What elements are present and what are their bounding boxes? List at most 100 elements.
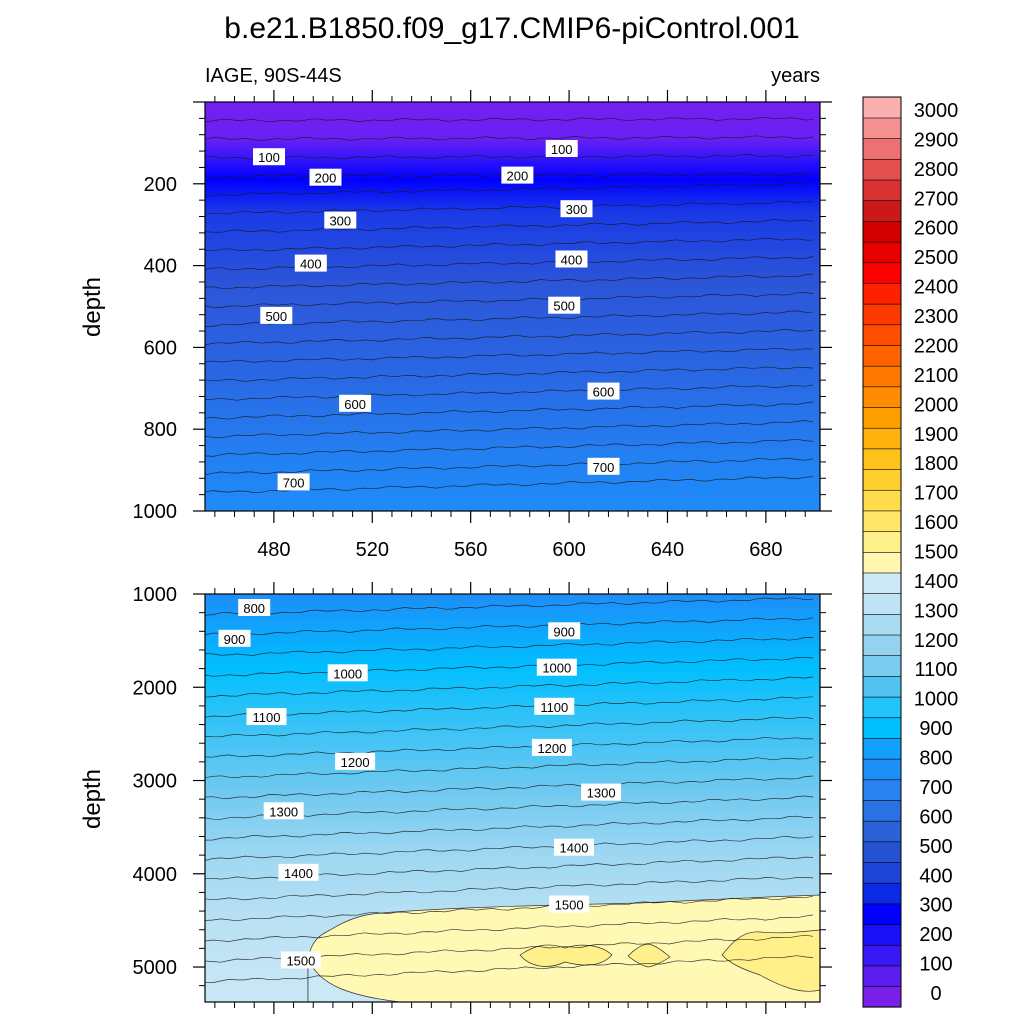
contour-line — [205, 617, 814, 636]
contour-line — [205, 237, 814, 252]
colorbar-label: 700 — [919, 777, 952, 799]
contour-label-text: 1500 — [286, 954, 315, 969]
contour-label-box — [581, 783, 622, 801]
contour-line — [205, 457, 814, 476]
contour-label: 100 — [253, 148, 285, 166]
colorbar-label: 500 — [919, 836, 952, 858]
contour-label: 700 — [587, 457, 620, 475]
contour-label: 1100 — [246, 708, 287, 726]
colorbar-box — [862, 841, 902, 863]
x-tick-label: 640 — [651, 539, 684, 561]
contour-line — [205, 182, 814, 197]
colorbar-label: 800 — [919, 748, 952, 770]
colorbar-box — [862, 510, 902, 532]
colorbar-label: 300 — [919, 895, 952, 917]
colorbar-label: 1900 — [914, 424, 959, 446]
contour-label-text: 1400 — [284, 866, 313, 881]
contour-label: 1200 — [335, 752, 376, 770]
colorbar-label: 2100 — [914, 365, 959, 387]
colorbar-box — [862, 696, 902, 719]
colorbar-label: 2000 — [914, 394, 959, 416]
contour-label-text: 300 — [566, 202, 588, 217]
contour-label-box — [531, 738, 572, 756]
colorbar-box — [862, 737, 902, 760]
colorbar-box — [862, 220, 902, 243]
colorbar-box — [862, 758, 902, 781]
contour-label-box — [587, 382, 620, 400]
lower-contour-lines — [205, 597, 814, 983]
colorbar-box — [862, 344, 902, 367]
contour-label: 900 — [218, 629, 251, 647]
y-tick-label: 600 — [144, 337, 177, 359]
colorbar-label: 2700 — [914, 188, 959, 210]
contour-line — [205, 637, 814, 656]
contour-label-box — [545, 140, 578, 157]
contour-label-text: 500 — [553, 299, 575, 314]
colorbar-frame — [862, 96, 902, 1008]
contour-label: 1400 — [554, 838, 594, 856]
colorbar-label: 1300 — [914, 600, 959, 622]
colorbar-box — [862, 96, 902, 119]
colorbar-label: 0 — [930, 983, 941, 1005]
colorbar-label: 900 — [919, 718, 952, 740]
contour-label-box — [548, 296, 581, 314]
colorbar-box — [862, 965, 902, 987]
contour-label-text: 800 — [243, 601, 265, 616]
contour-label-box — [260, 306, 293, 324]
y-tick-label: 1000 — [133, 584, 178, 606]
contour-line — [205, 656, 814, 677]
colorbar-label: 200 — [919, 924, 952, 946]
colorbar-box — [862, 799, 902, 822]
colorbar-box — [862, 882, 902, 905]
contour-line — [205, 200, 814, 215]
colorbar-label: 2300 — [914, 306, 959, 328]
contour-line — [205, 329, 814, 346]
colorbar-box — [862, 717, 902, 739]
colorbar-label: 1100 — [914, 659, 957, 681]
colorbar-box — [862, 303, 902, 326]
colorbar-box — [862, 179, 902, 202]
lower-contour-labels: 800 900 1000 1100 1200 1300 1400 1500 900 1000 110… — [218, 599, 622, 969]
contour-label-box — [277, 473, 310, 491]
contour-label-box — [218, 629, 251, 647]
colorbar-box — [862, 489, 902, 512]
colorbar-label: 100 — [919, 954, 952, 976]
colorbar-box — [862, 282, 902, 305]
contour-label-text: 500 — [265, 309, 287, 324]
contour-line — [205, 420, 814, 439]
colorbar-box — [862, 675, 902, 698]
y-tick-label: 2000 — [133, 677, 178, 699]
y-tick-label: 200 — [144, 174, 177, 196]
y-tick-label: 4000 — [133, 864, 178, 886]
contour-label-box — [560, 200, 593, 218]
contour-label: 1500 — [549, 895, 590, 913]
contour-line — [205, 273, 814, 290]
colorbar-label: 1200 — [914, 630, 959, 652]
colorbar-box — [862, 406, 902, 429]
age-1600-patch — [519, 944, 613, 967]
contour-label-text: 600 — [344, 397, 366, 412]
contour-label-text: 1100 — [540, 700, 568, 715]
contour-label-box — [253, 148, 285, 166]
contour-label-box — [555, 250, 588, 268]
contour-label-box — [339, 394, 372, 412]
colorbar-box — [862, 655, 902, 677]
contour-label: 1100 — [534, 697, 575, 715]
contour-label: 200 — [501, 166, 534, 184]
colorbar: 0 100 200 300 400 500 600 700 800 900 1000 1100 1200… — [862, 96, 959, 1008]
contour-label: 500 — [548, 296, 581, 314]
contour-label-text: 100 — [551, 142, 573, 157]
colorbar-box — [862, 986, 902, 1008]
contour-line — [205, 219, 814, 233]
contour-label: 700 — [277, 473, 310, 491]
contour-label-box — [327, 664, 368, 682]
y-tick-label: 800 — [144, 419, 177, 441]
contour-label-text: 1300 — [587, 786, 616, 801]
contour-label-text: 900 — [553, 624, 575, 639]
contour-line — [205, 775, 814, 799]
contour-label-box — [534, 697, 575, 715]
contour-label-box — [501, 166, 534, 184]
contour-label: 100 — [545, 140, 578, 157]
colorbar-box — [862, 262, 902, 284]
